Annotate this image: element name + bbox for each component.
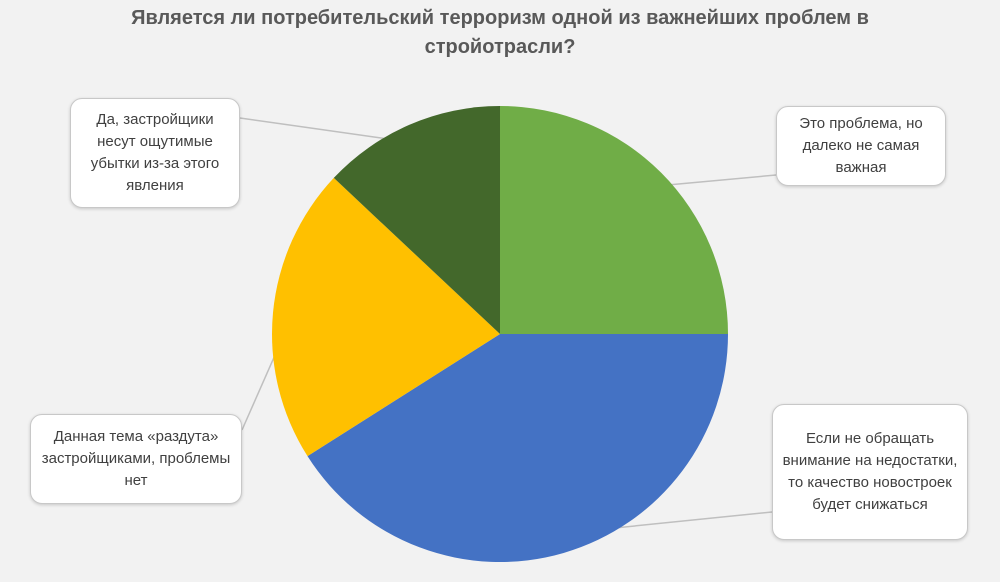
slice-label-text: Да, застройщики несут ощутимые убытки из… (90, 111, 220, 194)
callout-label-inflated-topic: Данная тема «раздута» застройщиками, про… (30, 414, 242, 504)
slice-label-text: Данная тема «раздута» застройщиками, про… (41, 428, 231, 489)
slice-label-text: Если не обращать внимание на недостатки,… (782, 430, 958, 513)
pie-slice-not-most-important (500, 106, 728, 334)
chart-title: Является ли потребительский терроризм од… (131, 7, 869, 58)
callout-label-developers-losses: Да, застройщики несут ощутимые убытки из… (70, 98, 240, 208)
callout-label-not-most-important: Это проблема, но далеко не самая важная (776, 106, 946, 186)
pie-slice-inflated-topic (271, 177, 500, 457)
callout-label-quality-decline: Если не обращать внимание на недостатки,… (772, 404, 968, 540)
pie-slice-developers-losses (333, 106, 500, 334)
slice-label-text: Это проблема, но далеко не самая важная (799, 115, 923, 176)
pie-slice-quality-decline (307, 334, 728, 562)
